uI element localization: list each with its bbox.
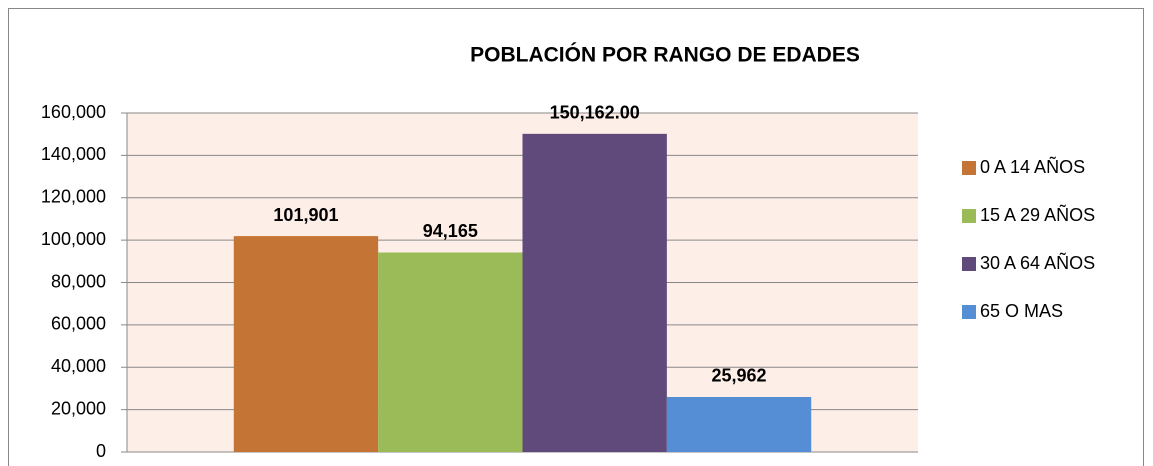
y-tick-label: 0 [96,441,106,461]
y-tick-label: 20,000 [51,398,106,418]
y-tick-label: 80,000 [51,271,106,291]
bar [666,396,812,452]
data-label: 150,162.00 [550,103,640,123]
y-tick-label: 140,000 [41,144,106,164]
bar [522,133,667,452]
y-tick-label: 40,000 [51,356,106,376]
y-tick-label: 60,000 [51,314,106,334]
y-tick-label: 160,000 [41,102,106,122]
legend-swatch [962,257,976,271]
data-label: 94,165 [423,221,478,241]
legend-label: 30 A 64 AÑOS [980,252,1095,273]
bar [378,252,523,452]
legend-label: 0 A 14 AÑOS [980,156,1085,177]
y-tick-label: 120,000 [41,187,106,207]
data-label: 101,901 [273,205,338,225]
y-tick-label: 100,000 [41,229,106,249]
legend-swatch [962,305,976,319]
chart-title: POBLACIÓN POR RANGO DE EDADES [470,43,860,67]
data-label: 25,962 [712,366,767,386]
legend-label: 65 O MAS [980,301,1063,321]
legend-label: 15 A 29 AÑOS [980,204,1095,225]
legend-swatch [962,209,976,223]
legend-swatch [962,161,976,175]
bar [233,236,379,452]
